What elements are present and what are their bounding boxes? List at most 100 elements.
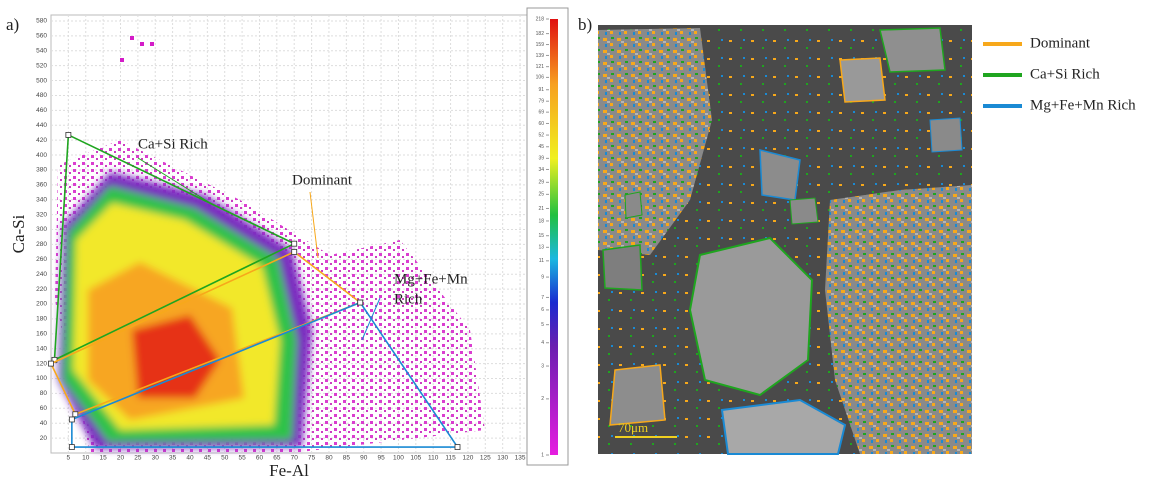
colorbar-tick-label: 45 <box>538 144 544 150</box>
vertex-handle <box>49 361 54 366</box>
x-tick-label: 5 <box>67 455 71 462</box>
x-tick-label: 15 <box>99 455 107 462</box>
scale-bar-label: 70μm <box>618 420 648 435</box>
y-tick-label: 200 <box>36 301 47 308</box>
x-tick-label: 75 <box>308 455 316 462</box>
colorbar-tick-label: 2 <box>541 396 544 402</box>
x-tick-label: 25 <box>134 455 142 462</box>
vertex-handle <box>358 300 363 305</box>
colorbar-tick-label: 106 <box>536 75 545 81</box>
x-tick-label: 40 <box>186 455 194 462</box>
y-tick-label: 560 <box>36 33 47 40</box>
colorbar-tick-label: 13 <box>538 245 544 251</box>
y-tick-label: 40 <box>40 420 48 427</box>
y-tick-label: 60 <box>40 405 48 412</box>
x-tick-label: 130 <box>497 455 508 462</box>
x-tick-label: 80 <box>325 455 333 462</box>
x-tick-label: 95 <box>377 455 385 462</box>
colorbar-tick-label: 7 <box>541 295 544 301</box>
colorbar-tick-label: 6 <box>541 307 544 313</box>
y-tick-label: 460 <box>36 107 47 114</box>
x-tick-label: 90 <box>360 455 368 462</box>
y-tick-label: 220 <box>36 286 47 293</box>
y-tick-label: 180 <box>36 316 47 323</box>
y-tick-label: 440 <box>36 122 47 129</box>
x-tick-label: 50 <box>221 455 229 462</box>
colorbar-tick-label: 121 <box>536 64 545 70</box>
y-axis-label: Ca-Si <box>9 214 28 253</box>
y-tick-label: 20 <box>40 435 48 442</box>
y-tick-label: 160 <box>36 331 47 338</box>
annotation: Dominant <box>292 172 353 188</box>
x-tick-label: 45 <box>204 455 212 462</box>
x-tick-label: 125 <box>480 455 491 462</box>
x-tick-label: 60 <box>256 455 264 462</box>
y-tick-label: 100 <box>36 375 47 382</box>
y-tick-label: 120 <box>36 360 47 367</box>
colorbar-tick-label: 18 <box>538 218 544 224</box>
colorbar-gradient <box>550 19 558 455</box>
colorbar-frame <box>527 8 568 465</box>
y-tick-label: 300 <box>36 226 47 233</box>
x-tick-label: 30 <box>152 455 160 462</box>
figure: a) 5101520253035404550556065707580859095… <box>0 0 1158 482</box>
colorbar-tick-label: 91 <box>538 87 544 93</box>
vertex-handle <box>292 241 297 246</box>
legend-label: Ca+Si Rich <box>1030 66 1100 82</box>
colorbar-tick-label: 52 <box>538 132 544 138</box>
colorbar-tick-label: 5 <box>541 322 544 328</box>
x-tick-label: 115 <box>445 455 456 462</box>
colorbar-tick-label: 139 <box>536 53 545 59</box>
y-tick-label: 360 <box>36 182 47 189</box>
y-tick-label: 240 <box>36 271 47 278</box>
colorbar-tick-label: 60 <box>538 121 544 127</box>
y-tick-label: 340 <box>36 196 47 203</box>
legend: Dominant Ca+Si Rich Mg+Fe+Mn Rich <box>983 35 1136 113</box>
colorbar-tick-label: 4 <box>541 340 544 346</box>
x-tick-label: 10 <box>82 455 90 462</box>
vertex-handle <box>69 445 74 450</box>
micrograph: 70μm <box>598 25 972 454</box>
colorbar-tick-label: 25 <box>538 192 544 198</box>
y-tick-label: 380 <box>36 167 47 174</box>
x-tick-label: 55 <box>238 455 246 462</box>
x-axis-label: Fe-Al <box>269 461 309 480</box>
y-tick-label: 320 <box>36 211 47 218</box>
colorbar: 2181821591391211069179696052453934292521… <box>527 8 568 465</box>
x-tick-label: 35 <box>169 455 177 462</box>
colorbar-tick-label: 218 <box>536 16 545 22</box>
y-tick-label: 500 <box>36 77 47 84</box>
x-tick-label: 120 <box>463 455 474 462</box>
x-tick-label: 100 <box>393 455 404 462</box>
colorbar-tick-label: 39 <box>538 156 544 162</box>
legend-label: Mg+Fe+Mn Rich <box>1030 97 1136 113</box>
colorbar-tick-label: 34 <box>538 167 544 173</box>
vertex-handle <box>292 249 297 254</box>
x-tick-label: 135 <box>515 455 526 462</box>
annotation: Mg+Fe+Mn <box>394 271 468 287</box>
x-tick-label: 85 <box>343 455 351 462</box>
y-tick-label: 420 <box>36 137 47 144</box>
y-tick-label: 80 <box>40 390 48 397</box>
legend-label: Dominant <box>1030 35 1091 51</box>
y-tick-label: 400 <box>36 152 47 159</box>
y-tick-label: 260 <box>36 256 47 263</box>
annotation: Ca+Si Rich <box>138 136 208 152</box>
y-tick-label: 140 <box>36 345 47 352</box>
x-tick-label: 20 <box>117 455 125 462</box>
vertex-handle <box>455 445 460 450</box>
panel-label: b) <box>578 15 592 34</box>
panel-label: a) <box>6 15 19 34</box>
colorbar-tick-label: 15 <box>538 233 544 239</box>
colorbar-tick-label: 182 <box>536 31 545 37</box>
colorbar-tick-label: 159 <box>536 42 545 48</box>
vertex-handle <box>73 412 78 417</box>
x-tick-label: 105 <box>410 455 421 462</box>
colorbar-tick-label: 21 <box>538 206 544 212</box>
y-tick-label: 580 <box>36 18 47 25</box>
colorbar-tick-label: 79 <box>538 99 544 105</box>
colorbar-tick-label: 29 <box>538 180 544 186</box>
y-tick-label: 280 <box>36 241 47 248</box>
colorbar-tick-label: 1 <box>541 452 544 458</box>
